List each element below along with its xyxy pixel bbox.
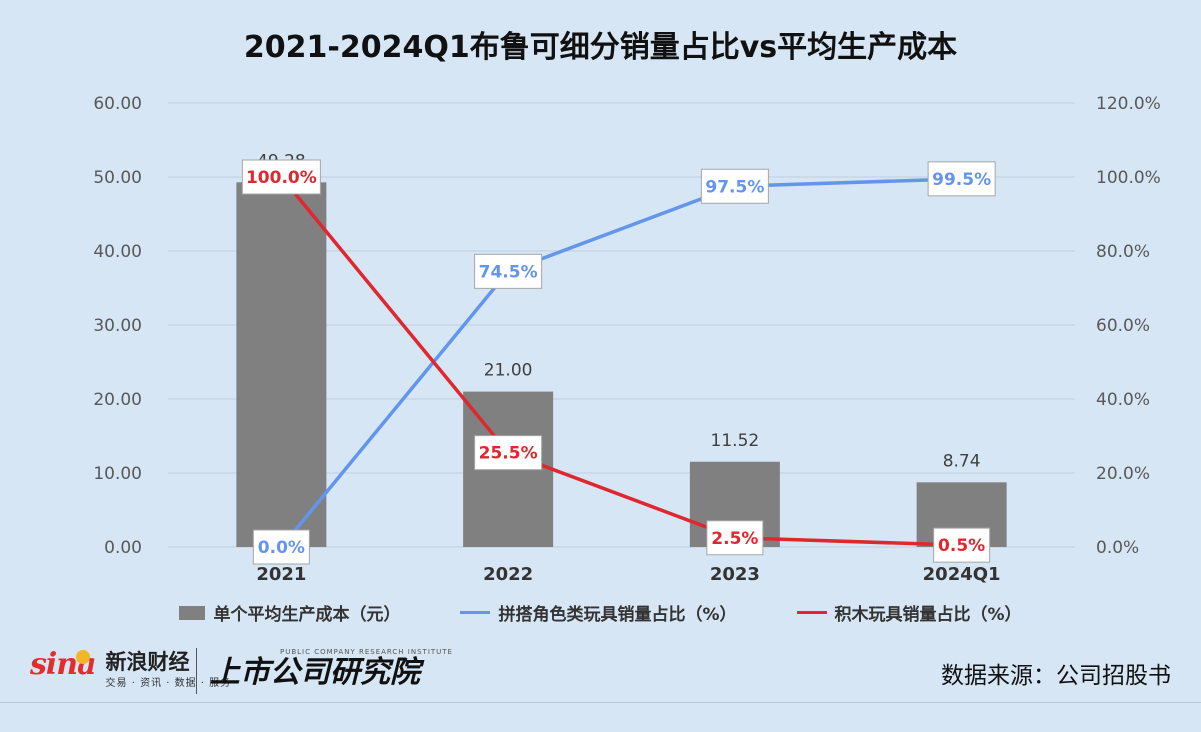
legend: 单个平均生产成本（元） 拼搭角色类玩具销量占比（%） 积木玩具销量占比（%） [0, 600, 1201, 625]
legend-label-cost: 单个平均生产成本（元） [213, 605, 401, 625]
chart-title: 2021-2024Q1布鲁可细分销量占比vs平均生产成本 [243, 30, 958, 65]
legend-swatch-red-line [796, 611, 827, 614]
data-label-box [927, 161, 996, 197]
series-line [280, 175, 962, 547]
footer-divider [0, 702, 1201, 703]
data-label: 99.5% [932, 170, 991, 190]
data-label-box [700, 168, 769, 204]
y-left-tick-label: 30.00 [93, 316, 142, 336]
data-label: 2.5% [711, 529, 758, 549]
bar [236, 182, 327, 547]
data-label: 0.0% [258, 538, 305, 558]
data-label-box [474, 253, 543, 289]
sina-finance-logo: sina 新浪财经 交易 · 资讯 · 数据 · 服务 [30, 650, 232, 690]
legend-label-character: 拼搭角色类玩具销量占比（%） [498, 605, 737, 625]
data-label-box [474, 435, 543, 471]
institute-english-name: PUBLIC COMPANY RESEARCH INSTITUTE [280, 648, 453, 656]
y-left-tick-label: 60.00 [93, 94, 142, 114]
y-right-tick-label: 120.0% [1096, 94, 1161, 114]
sina-eye-icon [76, 650, 90, 664]
y-right-tick-label: 0.0% [1096, 538, 1139, 558]
institute-chinese-name: 上市公司研究院 [210, 655, 420, 690]
x-category-label: 2024Q1 [923, 564, 1001, 585]
data-source: 数据来源：公司招股书 [941, 663, 1171, 689]
research-institute-logo: PUBLIC COMPANY RESEARCH INSTITUTE 上市公司研究… [210, 648, 453, 690]
x-category-label: 2023 [710, 564, 760, 585]
legend-item-blocks: 积木玩具销量占比（%） [796, 600, 1022, 625]
data-label: 25.5% [479, 444, 538, 464]
data-label-box [252, 529, 310, 565]
sina-cn-subtitle: 交易 · 资讯 · 数据 · 服务 [105, 678, 232, 689]
bar-value-label: 11.52 [711, 431, 760, 451]
data-label: 0.5% [938, 536, 985, 556]
y-right-tick-label: 100.0% [1096, 168, 1161, 188]
y-right-tick-label: 60.0% [1096, 316, 1150, 336]
data-label-box [706, 520, 764, 556]
bar-value-label: 21.00 [484, 361, 533, 381]
y-left-tick-label: 0.00 [104, 538, 142, 558]
data-label: 100.0% [246, 168, 317, 188]
legend-swatch-bar [179, 605, 206, 620]
x-category-label: 2022 [483, 564, 533, 585]
legend-swatch-blue-line [460, 611, 491, 614]
logo-divider [196, 648, 197, 694]
data-label: 74.5% [479, 262, 538, 282]
y-right-tick-label: 20.0% [1096, 464, 1150, 484]
y-right-tick-label: 40.0% [1096, 390, 1150, 410]
x-category-label: 2021 [256, 564, 306, 585]
y-left-tick-label: 10.00 [93, 464, 142, 484]
legend-item-cost: 单个平均生产成本（元） [179, 600, 400, 625]
data-label-box [933, 527, 991, 563]
sina-cn-title: 新浪财经 [105, 650, 190, 674]
y-left-tick-label: 50.00 [93, 168, 142, 188]
y-right-tick-label: 80.0% [1096, 242, 1150, 262]
legend-item-character: 拼搭角色类玩具销量占比（%） [460, 600, 737, 625]
data-label-box [241, 159, 321, 195]
data-label: 97.5% [705, 177, 764, 197]
combo-chart: 0.00 0.0% 10.00 20.0% 20.00 40.0% 30.00 60.0% 40… [93, 94, 1161, 585]
bar-value-label: 8.74 [943, 451, 981, 471]
legend-label-blocks: 积木玩具销量占比（%） [834, 605, 1022, 625]
series-line [280, 177, 962, 549]
y-left-tick-label: 40.00 [93, 242, 142, 262]
y-left-tick-label: 20.00 [93, 390, 142, 410]
